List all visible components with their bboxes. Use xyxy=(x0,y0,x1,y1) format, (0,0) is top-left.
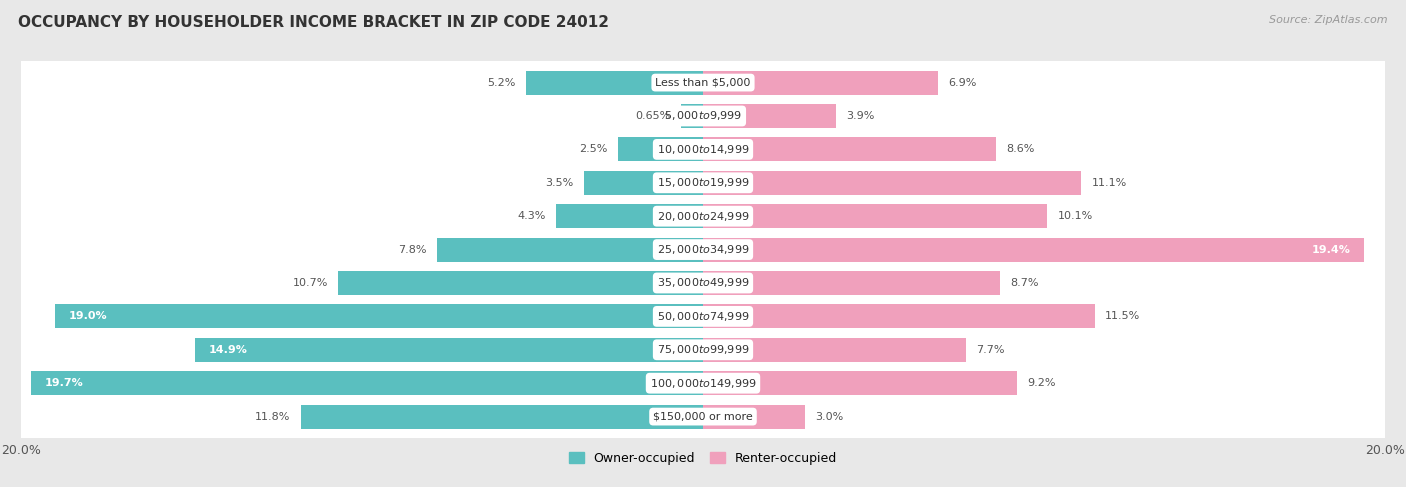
Text: $10,000 to $14,999: $10,000 to $14,999 xyxy=(657,143,749,156)
Text: 19.4%: 19.4% xyxy=(1312,244,1351,255)
Text: 11.5%: 11.5% xyxy=(1105,311,1140,321)
Bar xyxy=(339,271,703,295)
Text: 10.1%: 10.1% xyxy=(1057,211,1092,221)
Bar xyxy=(703,104,837,128)
Bar xyxy=(681,104,703,128)
FancyBboxPatch shape xyxy=(15,160,1391,206)
FancyBboxPatch shape xyxy=(15,394,1391,439)
Text: 9.2%: 9.2% xyxy=(1026,378,1056,388)
Legend: Owner-occupied, Renter-occupied: Owner-occupied, Renter-occupied xyxy=(564,447,842,470)
Text: 8.7%: 8.7% xyxy=(1010,278,1039,288)
Bar xyxy=(703,204,1047,228)
Bar xyxy=(703,171,1081,195)
Bar xyxy=(703,238,1364,262)
Bar xyxy=(617,137,703,161)
Text: $25,000 to $34,999: $25,000 to $34,999 xyxy=(657,243,749,256)
Bar xyxy=(55,304,703,328)
Bar xyxy=(703,137,997,161)
Bar xyxy=(31,371,703,395)
Text: $150,000 or more: $150,000 or more xyxy=(654,412,752,422)
FancyBboxPatch shape xyxy=(15,227,1391,272)
Text: 2.5%: 2.5% xyxy=(579,144,607,154)
Bar xyxy=(703,371,1017,395)
Text: $15,000 to $19,999: $15,000 to $19,999 xyxy=(657,176,749,189)
Text: 10.7%: 10.7% xyxy=(292,278,328,288)
Text: 8.6%: 8.6% xyxy=(1007,144,1035,154)
Text: $35,000 to $49,999: $35,000 to $49,999 xyxy=(657,277,749,289)
Bar xyxy=(557,204,703,228)
Bar xyxy=(195,338,703,362)
Text: $75,000 to $99,999: $75,000 to $99,999 xyxy=(657,343,749,356)
Text: Source: ZipAtlas.com: Source: ZipAtlas.com xyxy=(1270,15,1388,25)
Text: Less than $5,000: Less than $5,000 xyxy=(655,77,751,88)
Text: $20,000 to $24,999: $20,000 to $24,999 xyxy=(657,210,749,223)
FancyBboxPatch shape xyxy=(15,60,1391,105)
Bar xyxy=(703,271,1000,295)
Bar xyxy=(703,304,1095,328)
Text: 0.65%: 0.65% xyxy=(636,111,671,121)
Bar xyxy=(703,71,938,94)
Bar xyxy=(301,405,703,429)
Text: $100,000 to $149,999: $100,000 to $149,999 xyxy=(650,376,756,390)
Text: 14.9%: 14.9% xyxy=(208,345,247,355)
Text: 7.7%: 7.7% xyxy=(976,345,1004,355)
Text: 5.2%: 5.2% xyxy=(486,77,516,88)
Text: 4.3%: 4.3% xyxy=(517,211,546,221)
Text: OCCUPANCY BY HOUSEHOLDER INCOME BRACKET IN ZIP CODE 24012: OCCUPANCY BY HOUSEHOLDER INCOME BRACKET … xyxy=(18,15,609,30)
Text: 7.8%: 7.8% xyxy=(398,244,427,255)
Bar xyxy=(703,405,806,429)
Text: 3.0%: 3.0% xyxy=(815,412,844,422)
Text: 11.8%: 11.8% xyxy=(254,412,291,422)
FancyBboxPatch shape xyxy=(15,193,1391,239)
FancyBboxPatch shape xyxy=(15,360,1391,406)
Bar xyxy=(437,238,703,262)
Text: 6.9%: 6.9% xyxy=(949,77,977,88)
Text: 19.0%: 19.0% xyxy=(69,311,107,321)
Bar xyxy=(526,71,703,94)
FancyBboxPatch shape xyxy=(15,260,1391,306)
Text: 3.9%: 3.9% xyxy=(846,111,875,121)
FancyBboxPatch shape xyxy=(15,127,1391,172)
Text: 19.7%: 19.7% xyxy=(45,378,84,388)
Text: 3.5%: 3.5% xyxy=(546,178,574,188)
Bar xyxy=(583,171,703,195)
FancyBboxPatch shape xyxy=(15,294,1391,339)
Text: $50,000 to $74,999: $50,000 to $74,999 xyxy=(657,310,749,323)
FancyBboxPatch shape xyxy=(15,327,1391,373)
Text: 11.1%: 11.1% xyxy=(1091,178,1128,188)
FancyBboxPatch shape xyxy=(15,94,1391,139)
Text: $5,000 to $9,999: $5,000 to $9,999 xyxy=(664,110,742,123)
Bar xyxy=(703,338,966,362)
